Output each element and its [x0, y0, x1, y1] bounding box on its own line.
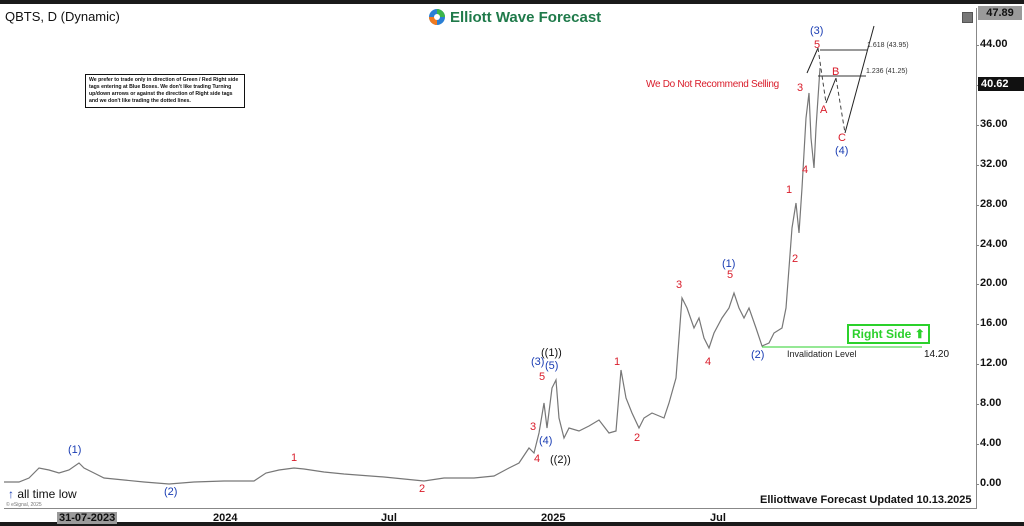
wave-label: 1: [786, 184, 793, 196]
wave-label: (4): [835, 145, 849, 157]
wave-label: 1: [291, 452, 298, 464]
wave-label: 3: [530, 421, 537, 433]
brand-logo: Elliott Wave Forecast: [428, 8, 601, 26]
all-time-low-label: ↑ all time low: [8, 487, 77, 501]
wave-label: 1: [614, 356, 621, 368]
x-axis[interactable]: 31-07-2023 2024 Jul 2025 Jul: [0, 509, 976, 526]
wave-label: (4): [539, 435, 553, 447]
wave-label: (1): [68, 444, 82, 456]
wave-label: (2): [751, 349, 765, 361]
wave-label: C: [838, 132, 846, 144]
wave-label: 3: [797, 82, 804, 94]
wave-label: (1): [722, 258, 736, 270]
right-side-tag: Right Side ⬆: [847, 324, 930, 344]
wave-label: 2: [634, 432, 641, 444]
arrow-up-icon: ↑: [8, 487, 14, 501]
chart-frame: QBTS, D (Dynamic) Elliott Wave Forecast …: [0, 4, 1024, 524]
esignal-copyright: © eSignal, 2025: [6, 502, 42, 508]
y-tick: 8.00: [975, 397, 1002, 409]
y-tick: 0.00: [975, 477, 1002, 489]
invalidation-value: 14.20: [924, 349, 950, 360]
brand-name: Elliott Wave Forecast: [450, 8, 602, 26]
wave-label: ((2)): [550, 454, 571, 466]
wave-label: 3: [676, 279, 683, 291]
chart-settings-icon[interactable]: [962, 12, 973, 23]
price-line: [4, 67, 821, 485]
y-tick: 28.00: [976, 198, 1008, 210]
y-tick: 16.00: [976, 317, 1008, 329]
price-last-tag: 40.62: [978, 77, 1024, 91]
brand-swirl-icon: [429, 9, 445, 25]
x-tick-selected: 31-07-2023: [57, 512, 118, 524]
wave-label: (3): [810, 25, 824, 37]
plot-area[interactable]: [4, 8, 977, 509]
y-tick: 4.00: [975, 437, 1002, 449]
fib-level-1236: 1.236 (41.25): [866, 68, 908, 75]
wave-label: 4: [802, 164, 809, 176]
wave-label: 4: [705, 356, 712, 368]
wave-label: 2: [419, 483, 426, 495]
wave-label: 2: [792, 253, 799, 265]
y-tick: 24.00: [976, 238, 1008, 250]
updated-label: Elliottwave Forecast Updated 10.13.2025: [760, 494, 972, 506]
wave-label: (5): [545, 360, 559, 372]
y-tick: 12.00: [976, 357, 1008, 369]
y-axis[interactable]: 44.00 40.00 36.00 32.00 28.00 24.00 20.0…: [975, 4, 1024, 508]
x-tick: Jul: [710, 512, 726, 524]
y-tick: 32.00: [976, 158, 1008, 170]
x-tick: Jul: [381, 512, 397, 524]
wave-label: 5: [539, 371, 546, 383]
wave-label: 4: [534, 453, 541, 465]
wave-label: ((1)): [541, 347, 562, 359]
price-high-tag: 47.89: [978, 6, 1022, 20]
y-tick: 36.00: [976, 118, 1008, 130]
wave-label: (3): [531, 356, 545, 368]
wave-label: 5: [727, 269, 734, 281]
fib-level-1618: 1.618 (43.95): [867, 42, 909, 49]
x-tick: 2025: [541, 512, 566, 524]
symbol-title: QBTS, D (Dynamic): [5, 9, 120, 24]
y-tick: 20.00: [976, 277, 1008, 289]
wave-label: B: [832, 66, 840, 78]
arrow-up-icon: ⬆: [914, 327, 925, 341]
y-tick: 44.00: [976, 38, 1008, 50]
wave-label: (2): [164, 486, 178, 498]
x-tick: 2024: [213, 512, 238, 524]
wave-label: A: [820, 104, 828, 116]
wave-label: 5: [814, 39, 821, 51]
trading-note-box: We prefer to trade only in direction of …: [85, 74, 245, 108]
warning-text: We Do Not Recommend Selling: [646, 79, 779, 90]
price-chart: [4, 25, 922, 485]
right-side-label: Right Side: [852, 327, 912, 341]
invalidation-label: Invalidation Level: [787, 349, 857, 359]
